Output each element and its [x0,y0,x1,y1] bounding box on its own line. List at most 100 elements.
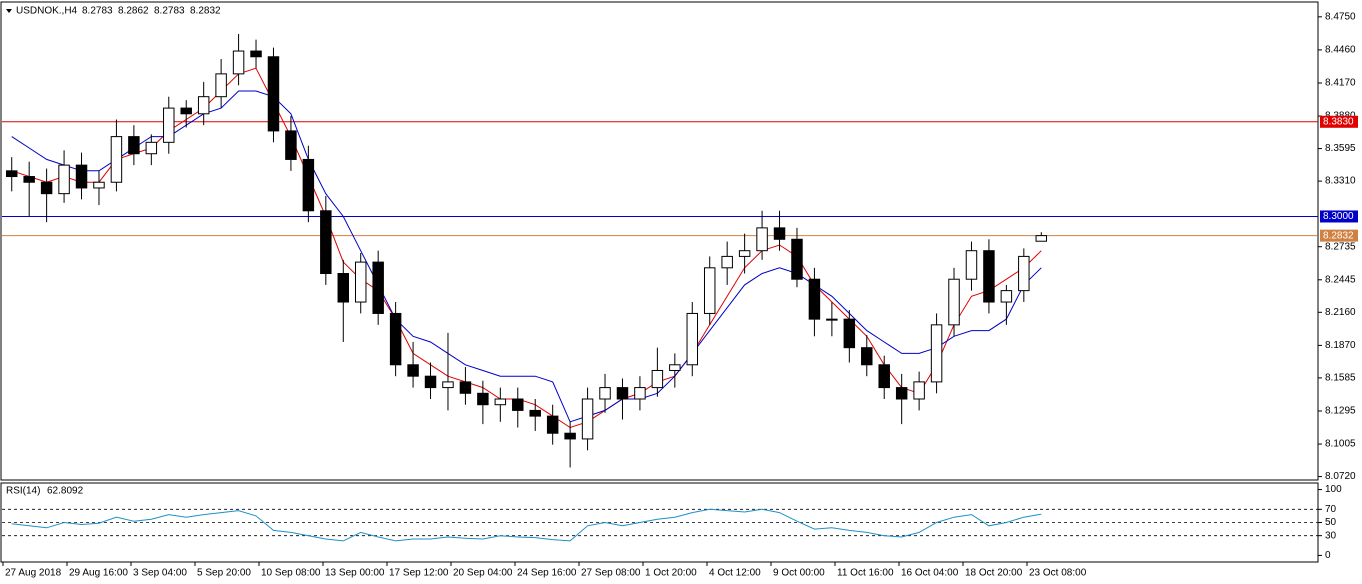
candle-body [128,136,140,155]
candle-body [669,364,681,371]
x-tick-label: 13 Sep 00:00 [325,568,385,579]
ohlc-close: 8.2832 [190,6,221,17]
x-tick-label: 3 Sep 04:00 [133,568,187,579]
candle-body [546,415,559,434]
candle-body [23,176,35,183]
x-tick-label: 18 Oct 20:00 [965,568,1023,579]
candle-body [459,381,472,394]
candle-body [5,170,18,178]
ohlc-open: 8.2783 [82,6,113,17]
indicator-line [11,90,1042,423]
candle-body [215,73,227,98]
x-tick-label: 11 Oct 16:00 [837,568,894,579]
indicator-line [11,67,1042,429]
y-tick-label: 8.2445 [1325,274,1356,285]
candle-body [145,141,158,155]
candle-body [197,96,210,115]
y-tick-label: 8.1005 [1325,439,1356,450]
candle-body [58,164,70,195]
x-tick-label: 24 Sep 16:00 [517,568,577,579]
candle-body [424,375,437,389]
price-label: 8.2832 [1323,230,1354,241]
candle-body [581,398,594,440]
x-tick-label: 5 Sep 20:00 [197,568,251,579]
candle-body [808,278,821,320]
x-tick-label: 27 Sep 08:00 [581,568,641,579]
candle-body [93,181,105,189]
rsi-tick-label: 50 [1325,517,1337,528]
candle-body [564,432,576,440]
y-tick-label: 8.4170 [1325,78,1356,89]
candle-body [180,107,192,115]
candle-body [703,267,716,314]
candle-body [965,250,978,280]
y-tick-label: 8.3595 [1325,143,1356,154]
candle-body [599,387,611,400]
candle-body [285,130,297,160]
candle-body [983,250,995,303]
x-tick-label: 16 Oct 04:00 [901,568,959,579]
candle-body [721,255,733,269]
candle-body [861,347,873,366]
rsi-tick-label: 30 [1325,530,1337,541]
x-tick-label: 17 Sep 12:00 [389,568,449,579]
x-tick-label: 10 Sep 08:00 [261,568,321,579]
y-tick-label: 8.1870 [1325,340,1356,351]
y-tick-label: 8.4750 [1325,11,1356,22]
candle-body [110,136,123,183]
candle-body [948,278,960,326]
candle-body [1018,255,1030,292]
y-tick-label: 8.2735 [1325,241,1356,252]
candle-body [442,381,454,389]
candle-body [756,227,768,252]
x-tick-label: 29 Aug 16:00 [69,568,128,579]
candle-body [40,181,53,195]
candle-body [494,398,507,406]
candle-body [302,158,315,212]
ohlc-low: 8.2783 [154,6,185,17]
candle-body [930,324,943,383]
candle-body [529,409,541,417]
candle-body [895,387,908,400]
rsi-tick-label: 0 [1325,550,1331,561]
x-tick-label: 9 Oct 00:00 [773,568,825,579]
candle-body [250,50,262,58]
candle-body [913,381,925,400]
candle-body [232,50,245,75]
price-label: 8.3830 [1323,116,1354,127]
rsi-tick-label: 70 [1325,504,1337,515]
x-tick-label: 23 Oct 08:00 [1029,568,1087,579]
rsi-last: 62.8092 [47,486,84,497]
y-tick-label: 8.3310 [1325,176,1356,187]
y-tick-label: 8.2160 [1325,307,1356,318]
candle-body [634,387,646,400]
x-tick-label: 20 Sep 04:00 [453,568,513,579]
candle-body [651,369,664,389]
candle-body [75,164,88,189]
candle-body [1035,235,1048,242]
price-label-box [1320,115,1358,128]
candle-body [616,387,629,400]
candle-body [1000,290,1013,303]
candle-body [878,364,890,389]
candle-body [320,210,332,275]
candle-body [354,261,367,303]
candle-body [512,398,524,411]
y-tick-label: 8.0720 [1325,471,1356,482]
price-label: 8.3000 [1323,211,1354,222]
y-tick-label: 8.1295 [1325,406,1356,417]
y-tick-label: 8.4460 [1325,45,1356,56]
ohlc-high: 8.2862 [118,6,149,17]
menu-arrow[interactable] [6,9,12,13]
candle-body [163,107,175,143]
symbol: USDNOK.,H4 [16,6,78,17]
candle-body [686,312,699,366]
rsi-label: RSI(14) [6,486,40,497]
candle-body [738,250,751,257]
x-tick-label: 1 Oct 20:00 [645,568,697,579]
rsi-tick-label: 100 [1325,484,1342,495]
x-tick-label: 27 Aug 2018 [5,568,62,579]
main-pane [0,1,1319,481]
candle-body [407,364,419,377]
